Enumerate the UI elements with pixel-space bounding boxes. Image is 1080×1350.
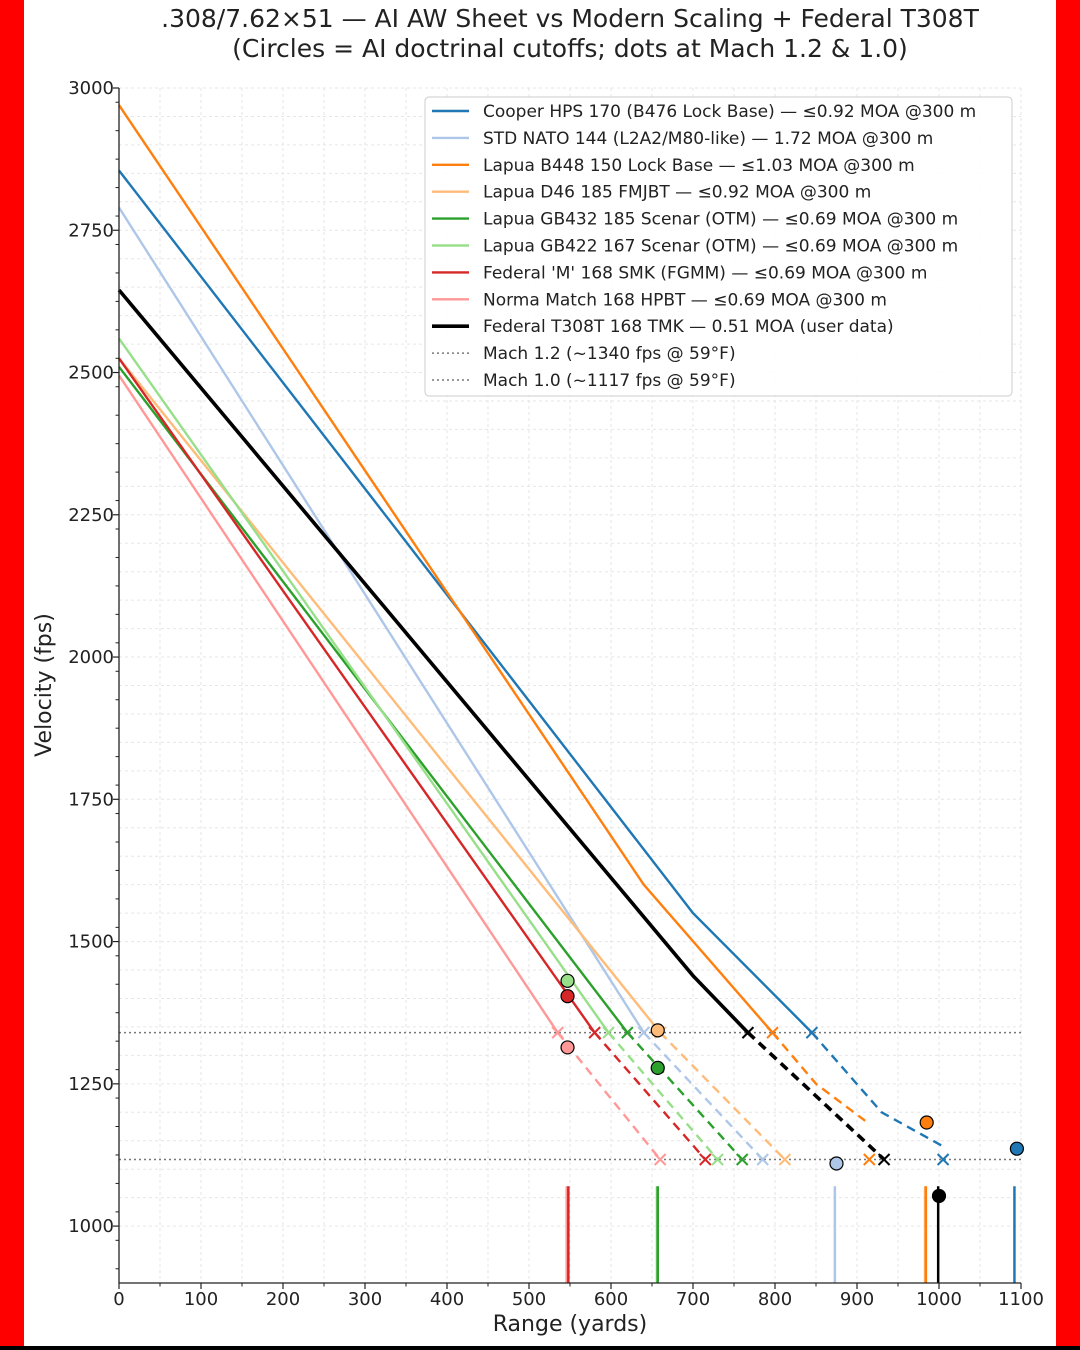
x-tick-label: 900 bbox=[840, 1289, 874, 1310]
y-tick-label: 2750 bbox=[68, 220, 114, 241]
axes: 0 100 200 300 400 500 600 700 800 900 1000 1100 1000… bbox=[68, 78, 1044, 1310]
chart-subtitle: (Circles = AI doctrinal cutoffs; dots at… bbox=[232, 34, 908, 63]
series-line-dashed bbox=[593, 1031, 707, 1161]
chart-title: .308/7.62×51 — AI AW Sheet vs Modern Sca… bbox=[161, 4, 979, 33]
mach-cross-marker bbox=[936, 1153, 950, 1166]
y-tick-label: 1750 bbox=[68, 789, 114, 810]
y-tick-label: 2000 bbox=[68, 647, 114, 668]
series-line-dashed bbox=[810, 1031, 944, 1148]
cutoff-circle-marker bbox=[919, 1115, 934, 1130]
mach-cross-marker bbox=[756, 1153, 769, 1166]
mach-cross-marker bbox=[699, 1153, 712, 1166]
mach-cross-marker bbox=[735, 1153, 749, 1166]
series-line-dashed bbox=[771, 1031, 866, 1122]
series-lines bbox=[117, 104, 944, 1161]
series-line-solid bbox=[118, 169, 813, 1034]
legend-entry-label: Lapua GB422 167 Scenar (OTM) — ≤0.69 MOA… bbox=[483, 237, 958, 257]
y-tick-label: 2250 bbox=[68, 505, 114, 526]
legend-entry-label: Cooper HPS 170 (B476 Lock Base) — ≤0.92 … bbox=[483, 102, 976, 122]
mach-cross-marker bbox=[863, 1153, 876, 1166]
x-tick-label: 300 bbox=[348, 1289, 382, 1310]
x-tick-label: 200 bbox=[266, 1289, 300, 1310]
y-tick-label: 2500 bbox=[68, 363, 114, 384]
cutoff-circle-marker bbox=[650, 1060, 665, 1076]
y-tick-label: 1250 bbox=[68, 1074, 114, 1095]
legend: Cooper HPS 170 (B476 Lock Base) — ≤0.92 … bbox=[424, 96, 1013, 397]
legend-entry-label: Lapua GB432 185 Scenar (OTM) — ≤0.69 MOA… bbox=[483, 210, 958, 230]
mach-cross-marker bbox=[588, 1026, 601, 1039]
mach-cross-marker bbox=[766, 1026, 779, 1039]
cutoff-circle-marker bbox=[650, 1023, 665, 1038]
series-line-dashed bbox=[556, 1031, 662, 1161]
x-tick-label: 100 bbox=[184, 1289, 218, 1310]
series-line-dashed bbox=[746, 1031, 886, 1161]
mach-cross-marker bbox=[621, 1026, 634, 1039]
legend-entry-label: Lapua D46 185 FMJBT — ≤0.92 MOA @300 m bbox=[483, 183, 871, 203]
legend-entry-label: Federal 'M' 168 SMK (FGMM) — ≤0.69 MOA @… bbox=[483, 263, 927, 283]
y-tick-label: 1500 bbox=[68, 932, 114, 953]
mach-cross-marker bbox=[711, 1153, 724, 1166]
legend-entry-label: Mach 1.0 (~1117 fps @ 59°F) bbox=[483, 371, 736, 391]
markers bbox=[551, 973, 1025, 1204]
x-tick-label: 1100 bbox=[998, 1289, 1044, 1310]
cutoff-circle-marker bbox=[931, 1188, 947, 1204]
y-tick-label: 3000 bbox=[68, 78, 114, 99]
mach-cross-marker bbox=[602, 1026, 615, 1039]
bottom-border bbox=[0, 1346, 1080, 1350]
mach-cross-marker bbox=[653, 1153, 667, 1166]
series-line-solid bbox=[118, 357, 662, 1034]
series-line-solid bbox=[118, 337, 610, 1034]
mach-cross-marker bbox=[551, 1026, 564, 1039]
mach-cross-marker bbox=[637, 1026, 651, 1039]
series-line-dashed bbox=[626, 1031, 744, 1161]
legend-entry-label: Norma Match 168 HPBT — ≤0.69 MOA @300 m bbox=[483, 290, 887, 310]
x-axis-label: Range (yards) bbox=[493, 1312, 647, 1337]
series-line-solid bbox=[118, 104, 774, 1034]
series-line-solid bbox=[117, 206, 645, 1034]
x-tick-label: 400 bbox=[430, 1289, 464, 1310]
mach-cross-marker bbox=[741, 1026, 755, 1039]
series-line-dashed bbox=[607, 1031, 719, 1161]
x-tick-label: 1000 bbox=[916, 1289, 962, 1310]
cutoff-circle-marker bbox=[829, 1156, 844, 1171]
cutoff-circle-marker bbox=[560, 989, 575, 1004]
series-line-solid bbox=[118, 357, 596, 1034]
series-line-solid bbox=[118, 374, 559, 1034]
mach-cross-marker bbox=[778, 1153, 792, 1166]
cutoff-circle-marker bbox=[560, 1040, 575, 1055]
mach-cross-marker bbox=[805, 1026, 819, 1039]
legend-entry-label: Mach 1.2 (~1340 fps @ 59°F) bbox=[483, 344, 736, 364]
legend-box bbox=[424, 96, 1013, 397]
cutoff-marks bbox=[565, 1186, 1016, 1283]
series-line-solid bbox=[117, 288, 750, 1034]
x-tick-label: 0 bbox=[113, 1289, 124, 1310]
legend-entry-label: Lapua B448 150 Lock Base — ≤1.03 MOA @30… bbox=[483, 156, 915, 176]
x-tick-label: 500 bbox=[512, 1289, 546, 1310]
y-axis-label: Velocity (fps) bbox=[32, 613, 57, 757]
cutoff-circle-marker bbox=[1009, 1141, 1025, 1156]
x-tick-label: 600 bbox=[594, 1289, 628, 1310]
y-tick-label: 1000 bbox=[68, 1216, 114, 1237]
x-tick-label: 700 bbox=[676, 1289, 710, 1310]
mach-cross-marker bbox=[877, 1153, 891, 1166]
cutoff-circle-marker bbox=[560, 973, 575, 988]
legend-entry-label: STD NATO 144 (L2A2/M80-like) — 1.72 MOA … bbox=[483, 129, 933, 149]
x-tick-label: 800 bbox=[758, 1289, 792, 1310]
legend-entry-label: Federal T308T 168 TMK — 0.51 MOA (user d… bbox=[483, 317, 894, 337]
